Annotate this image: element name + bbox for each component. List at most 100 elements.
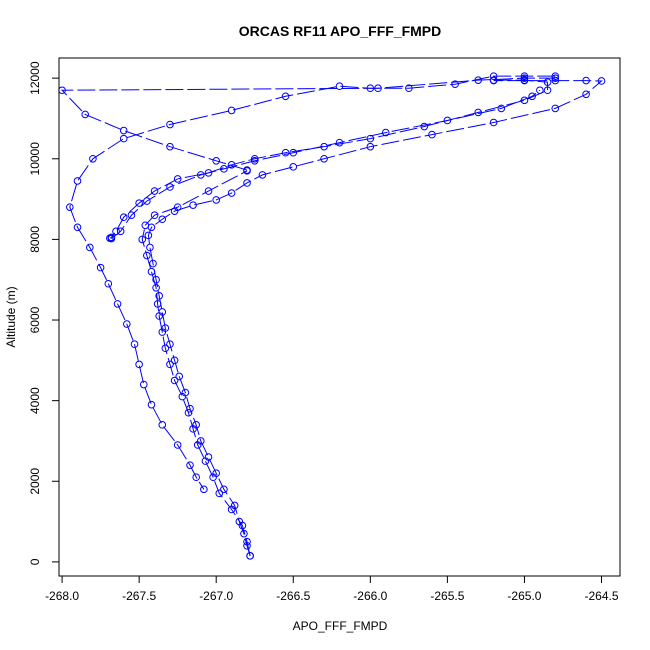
data-point xyxy=(443,116,452,125)
data-point xyxy=(520,72,529,80)
data-point xyxy=(116,227,125,236)
data-point xyxy=(212,196,221,204)
data-point xyxy=(243,179,251,187)
data-point xyxy=(227,505,236,514)
data-point xyxy=(139,380,148,389)
data-point xyxy=(73,177,82,185)
data-point xyxy=(192,473,200,482)
data-point xyxy=(186,461,194,469)
data-point xyxy=(104,279,113,288)
series-profile-6 xyxy=(58,74,560,174)
data-point xyxy=(193,441,202,449)
x-tick-label: -265.5 xyxy=(430,589,464,603)
series-profile-3 xyxy=(107,86,544,243)
y-tick-label: 0 xyxy=(28,558,42,565)
data-point xyxy=(281,92,290,101)
data-point xyxy=(196,171,205,179)
data-point xyxy=(123,320,131,328)
x-tick-label: -266.0 xyxy=(353,589,387,603)
data-point xyxy=(320,154,328,163)
data-point xyxy=(152,283,160,292)
data-point xyxy=(200,485,208,494)
data-point xyxy=(119,134,128,143)
data-point xyxy=(582,76,590,85)
data-point xyxy=(155,312,163,320)
data-point xyxy=(366,134,375,143)
data-point xyxy=(551,104,560,113)
data-point xyxy=(141,221,150,230)
series-line xyxy=(111,89,541,239)
data-point xyxy=(204,169,213,177)
data-point xyxy=(597,77,606,85)
data-point xyxy=(127,211,136,220)
data-point xyxy=(155,292,163,300)
series-profile-5 xyxy=(138,167,254,560)
data-point xyxy=(220,485,228,494)
y-axis: 0 2000 4000 6000 8000 10000 12000 xyxy=(28,61,60,565)
y-tick-label: 8000 xyxy=(28,226,42,253)
x-tick-label: -265.0 xyxy=(507,589,541,603)
data-point xyxy=(173,175,182,183)
data-point xyxy=(173,203,182,211)
x-axis: -268.0 -267.5 -267.0 -266.5 -266.0 -265.5 -265… xyxy=(45,575,619,603)
y-tick-label: 4000 xyxy=(28,387,42,414)
data-point xyxy=(96,263,105,272)
data-point xyxy=(149,259,157,268)
series-profile-2 xyxy=(106,76,552,242)
data-point xyxy=(152,275,160,284)
x-tick-label: -268.0 xyxy=(45,589,79,603)
data-point xyxy=(289,148,298,157)
data-point xyxy=(130,340,139,349)
data-point xyxy=(258,171,267,179)
data-point xyxy=(551,72,560,80)
data-point xyxy=(147,400,156,409)
data-point xyxy=(135,360,143,369)
data-point xyxy=(189,201,197,209)
data-point xyxy=(215,489,224,498)
data-point xyxy=(335,82,344,91)
data-point xyxy=(143,197,151,205)
data-point xyxy=(143,251,151,260)
series-line xyxy=(60,77,556,171)
data-point xyxy=(158,328,167,336)
series-profile-1 xyxy=(144,76,606,560)
x-tick-label: -267.5 xyxy=(122,589,156,603)
data-point xyxy=(250,154,259,163)
data-point xyxy=(374,84,382,93)
data-point xyxy=(178,392,187,401)
data-point xyxy=(227,189,236,197)
data-point xyxy=(212,156,221,165)
data-point xyxy=(227,161,236,169)
y-tick-label: 6000 xyxy=(28,306,42,333)
y-axis-label: Altitude (m) xyxy=(4,286,18,347)
data-point xyxy=(107,234,116,243)
data-point xyxy=(551,76,560,85)
series-profile-4 xyxy=(65,72,560,494)
data-point xyxy=(489,76,498,84)
data-point xyxy=(166,142,174,151)
data-point xyxy=(138,235,147,244)
series-line xyxy=(69,75,556,490)
data-point xyxy=(170,376,179,385)
data-point xyxy=(144,231,153,240)
chart-title: ORCAS RF11 APO_FFF_FMPD xyxy=(239,23,442,39)
data-point xyxy=(281,148,290,157)
data-point xyxy=(497,104,506,113)
x-axis-label: APO_FFF_FMPD xyxy=(293,619,388,633)
x-tick-label: -266.5 xyxy=(276,589,310,603)
data-point xyxy=(189,425,197,433)
data-point xyxy=(551,74,560,82)
data-point xyxy=(86,243,94,252)
data-point xyxy=(150,211,159,220)
data-point xyxy=(520,74,529,82)
data-point xyxy=(89,154,97,163)
data-point xyxy=(166,360,174,369)
data-point xyxy=(173,441,182,449)
y-tick-label: 2000 xyxy=(28,468,42,495)
data-point xyxy=(227,106,236,115)
data-point xyxy=(184,408,193,417)
data-point xyxy=(520,76,529,84)
y-tick-label: 10000 xyxy=(28,142,42,176)
data-point xyxy=(243,166,251,174)
